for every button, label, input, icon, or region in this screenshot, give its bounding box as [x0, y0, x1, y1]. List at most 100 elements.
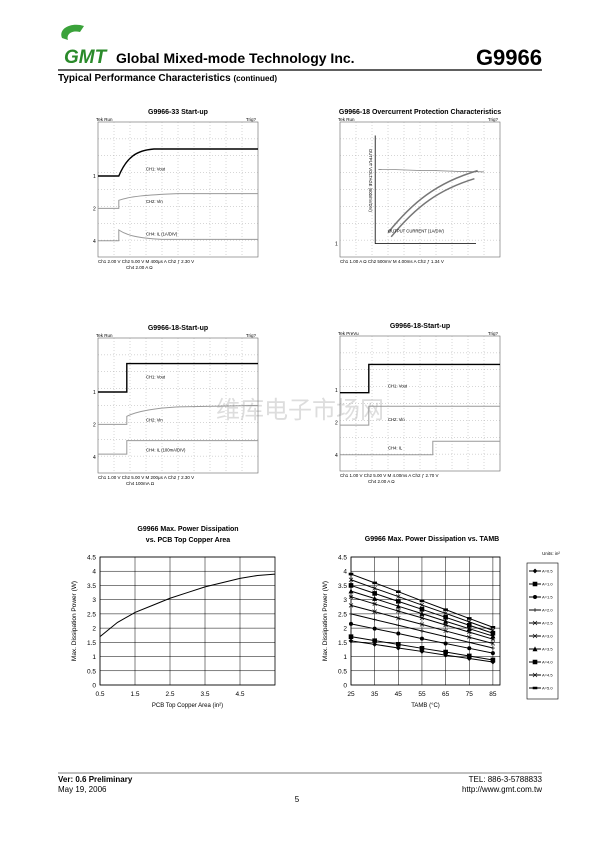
page-number: 5 — [295, 795, 300, 804]
scope-trigger: Trig? — [246, 333, 257, 338]
scope-status: Tek Run — [96, 333, 113, 338]
chart-title: G9966 Max. Power Dissipation vs. TAMB — [365, 536, 499, 543]
legend-marker — [532, 568, 538, 574]
scope-trigger: Trig? — [488, 331, 499, 336]
y-tick-label: 0 — [92, 683, 96, 690]
watermark: 维库电子市场网 — [216, 397, 384, 424]
data-point — [443, 622, 448, 628]
data-point — [443, 608, 448, 611]
scope-title: G9966-18 Overcurrent Protection Characte… — [339, 109, 501, 116]
x-tick-label: 2.5 — [165, 691, 174, 698]
y-tick-label: 4.5 — [87, 555, 96, 562]
data-point — [372, 626, 377, 631]
data-point — [372, 591, 377, 596]
data-point — [348, 603, 354, 608]
legend-label: A=1.5 — [542, 595, 553, 600]
scope-title: G9966-18-Start-up — [390, 323, 450, 330]
data-point — [395, 645, 401, 651]
data-point — [419, 615, 425, 621]
scope-trace — [98, 405, 259, 425]
scope-trigger: Trig? — [488, 117, 499, 122]
channel-marker: 1 — [93, 390, 96, 396]
channel-marker: 1 — [335, 242, 338, 248]
legend-title: Units: in² — [542, 551, 560, 556]
y-tick-label: 1 — [92, 654, 96, 661]
x-tick-label: 45 — [395, 691, 403, 698]
y-tick-label: 1.5 — [87, 640, 96, 647]
data-point — [348, 588, 354, 594]
data-point — [372, 586, 377, 591]
section-name: Typical Performance Characteristics — [58, 73, 231, 84]
legend-marker — [532, 633, 538, 639]
scope-trace — [98, 229, 258, 242]
trace-label: OUTPUT VOLTAGE (500mV/DIV) — [368, 149, 373, 212]
scope-trace — [340, 440, 500, 456]
chart-title: G9966 Max. Power Dissipation — [137, 526, 238, 533]
data-point — [443, 615, 448, 620]
data-point — [419, 646, 425, 651]
data-point — [490, 646, 495, 651]
date: May 19, 2006 — [58, 785, 107, 794]
data-point — [372, 617, 377, 622]
data-point — [490, 657, 496, 663]
scope-readout: Ch4 2.00 A Ω — [126, 265, 153, 270]
data-point — [372, 601, 377, 607]
trace-label: CH2: Vin — [146, 418, 163, 423]
data-point — [490, 633, 496, 639]
scope-trace — [98, 148, 258, 177]
scope-trigger: Trig? — [246, 117, 257, 122]
channel-marker: 4 — [93, 455, 96, 461]
scope-trace — [98, 440, 258, 455]
y-tick-label: 2 — [92, 626, 96, 633]
x-tick-label: 4.5 — [235, 691, 244, 698]
trace-label: OUTPUT CURRENT (1A/DIV) — [388, 229, 445, 234]
channel-marker: 1 — [93, 174, 96, 180]
telephone: TEL: 886-3-5788833 — [469, 775, 543, 784]
legend-label: A=2.0 — [542, 608, 553, 613]
y-tick-label: 3 — [92, 597, 96, 604]
plot-frame — [350, 556, 501, 686]
data-point — [372, 581, 377, 585]
trace-label: CH4: IL (1A/DIV) — [146, 231, 178, 236]
data-point — [348, 638, 354, 644]
channel-marker: 2 — [335, 420, 338, 426]
data-point — [396, 642, 401, 647]
y-tick-label: 0.5 — [338, 668, 347, 675]
data-point — [349, 611, 353, 616]
data-point — [396, 631, 401, 636]
part-number: G9966 — [476, 45, 542, 70]
data-point — [419, 628, 424, 633]
legend-label: A=5.0 — [542, 686, 553, 691]
data-point — [419, 622, 425, 627]
y-axis-label: Max. Dissipation Power (W) — [71, 581, 78, 661]
y-tick-label: 3.5 — [338, 583, 347, 590]
data-point — [396, 599, 401, 604]
y-tick-label: 2 — [343, 626, 347, 633]
scope-readout: Ch1 1.00 A Ω Ch2 500mV M 4.00ms A Ch2 ƒ … — [340, 259, 444, 264]
data-point — [396, 594, 401, 599]
y-tick-label: 4 — [343, 569, 347, 576]
legend-marker — [533, 608, 537, 612]
scope-status: Tek Run — [338, 117, 355, 122]
x-tick-label: 25 — [347, 691, 355, 698]
data-point — [348, 634, 354, 639]
data-point — [419, 599, 425, 603]
plot-frame — [99, 556, 276, 686]
data-point — [490, 625, 496, 629]
data-point — [396, 590, 401, 594]
legend-marker — [532, 581, 538, 587]
y-tick-label: 4.5 — [338, 555, 347, 562]
x-tick-label: 3.5 — [200, 691, 209, 698]
scope-readout: Ch4 2.00 A Ω — [368, 479, 395, 484]
data-point — [419, 602, 425, 608]
x-axis-label: PCB Top Copper Area (in²) — [152, 703, 223, 709]
channel-marker: 4 — [93, 239, 96, 245]
channel-marker: 4 — [335, 453, 338, 459]
x-tick-label: 85 — [489, 691, 497, 698]
scope-trace — [374, 135, 476, 244]
data-point — [467, 619, 472, 625]
trace-label: CH4: IL — [388, 445, 403, 450]
y-tick-label: 3.5 — [87, 583, 96, 590]
channel-marker: 2 — [93, 422, 96, 428]
y-tick-label: 1 — [343, 654, 347, 661]
